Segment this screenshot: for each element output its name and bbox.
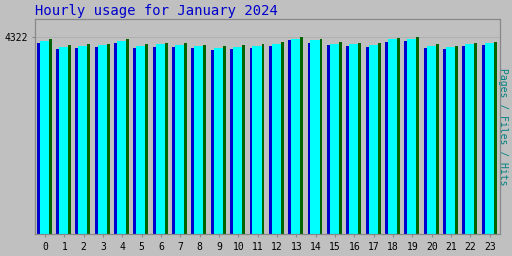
Bar — [310, 40, 319, 234]
Bar — [330, 44, 339, 234]
Bar — [252, 46, 262, 234]
Bar — [145, 44, 148, 234]
Bar — [95, 47, 98, 234]
Bar — [465, 45, 474, 234]
Bar — [37, 43, 40, 234]
Bar — [242, 45, 245, 234]
Bar — [223, 46, 226, 234]
Bar — [397, 38, 400, 234]
Bar — [369, 45, 377, 234]
Bar — [339, 42, 342, 234]
Bar — [88, 44, 91, 234]
Bar — [262, 44, 265, 234]
Bar — [366, 47, 369, 234]
Bar — [377, 43, 380, 234]
Text: Hourly usage for January 2024: Hourly usage for January 2024 — [35, 4, 278, 18]
Bar — [291, 39, 300, 234]
Bar — [349, 45, 358, 234]
Bar — [455, 46, 458, 234]
Bar — [407, 39, 416, 234]
Bar — [172, 47, 175, 234]
Bar — [214, 48, 223, 234]
Bar — [482, 45, 484, 234]
Bar — [211, 49, 214, 234]
Bar — [346, 46, 349, 234]
Bar — [423, 48, 426, 234]
Bar — [153, 47, 156, 234]
Bar — [40, 41, 49, 234]
Bar — [56, 49, 59, 234]
Bar — [494, 41, 497, 234]
Bar — [436, 44, 439, 234]
Bar — [184, 43, 187, 234]
Bar — [327, 45, 330, 234]
Bar — [191, 48, 195, 234]
Bar — [136, 46, 145, 234]
Bar — [474, 43, 477, 234]
Bar — [49, 39, 52, 234]
Bar — [484, 43, 494, 234]
Bar — [443, 49, 446, 234]
Bar — [319, 39, 323, 234]
Bar — [126, 39, 129, 234]
Bar — [404, 41, 407, 234]
Bar — [446, 47, 455, 234]
Bar — [462, 46, 465, 234]
Bar — [195, 46, 203, 234]
Bar — [107, 44, 110, 234]
Y-axis label: Pages / Files / Hits: Pages / Files / Hits — [498, 68, 508, 186]
Bar — [272, 44, 281, 234]
Bar — [300, 37, 303, 234]
Bar — [203, 45, 206, 234]
Bar — [308, 43, 310, 234]
Bar — [249, 48, 252, 234]
Bar — [358, 43, 361, 234]
Bar — [281, 42, 284, 234]
Bar — [416, 37, 419, 234]
Bar — [75, 48, 78, 234]
Bar — [134, 48, 136, 234]
Bar — [156, 45, 165, 234]
Bar — [426, 46, 436, 234]
Bar — [78, 46, 88, 234]
Bar — [269, 46, 272, 234]
Bar — [388, 39, 397, 234]
Bar — [68, 45, 71, 234]
Bar — [288, 40, 291, 234]
Bar — [230, 49, 233, 234]
Bar — [59, 47, 68, 234]
Bar — [117, 41, 126, 234]
Bar — [165, 43, 168, 234]
Bar — [175, 45, 184, 234]
Bar — [98, 45, 107, 234]
Bar — [385, 42, 388, 234]
Bar — [233, 47, 242, 234]
Bar — [114, 43, 117, 234]
